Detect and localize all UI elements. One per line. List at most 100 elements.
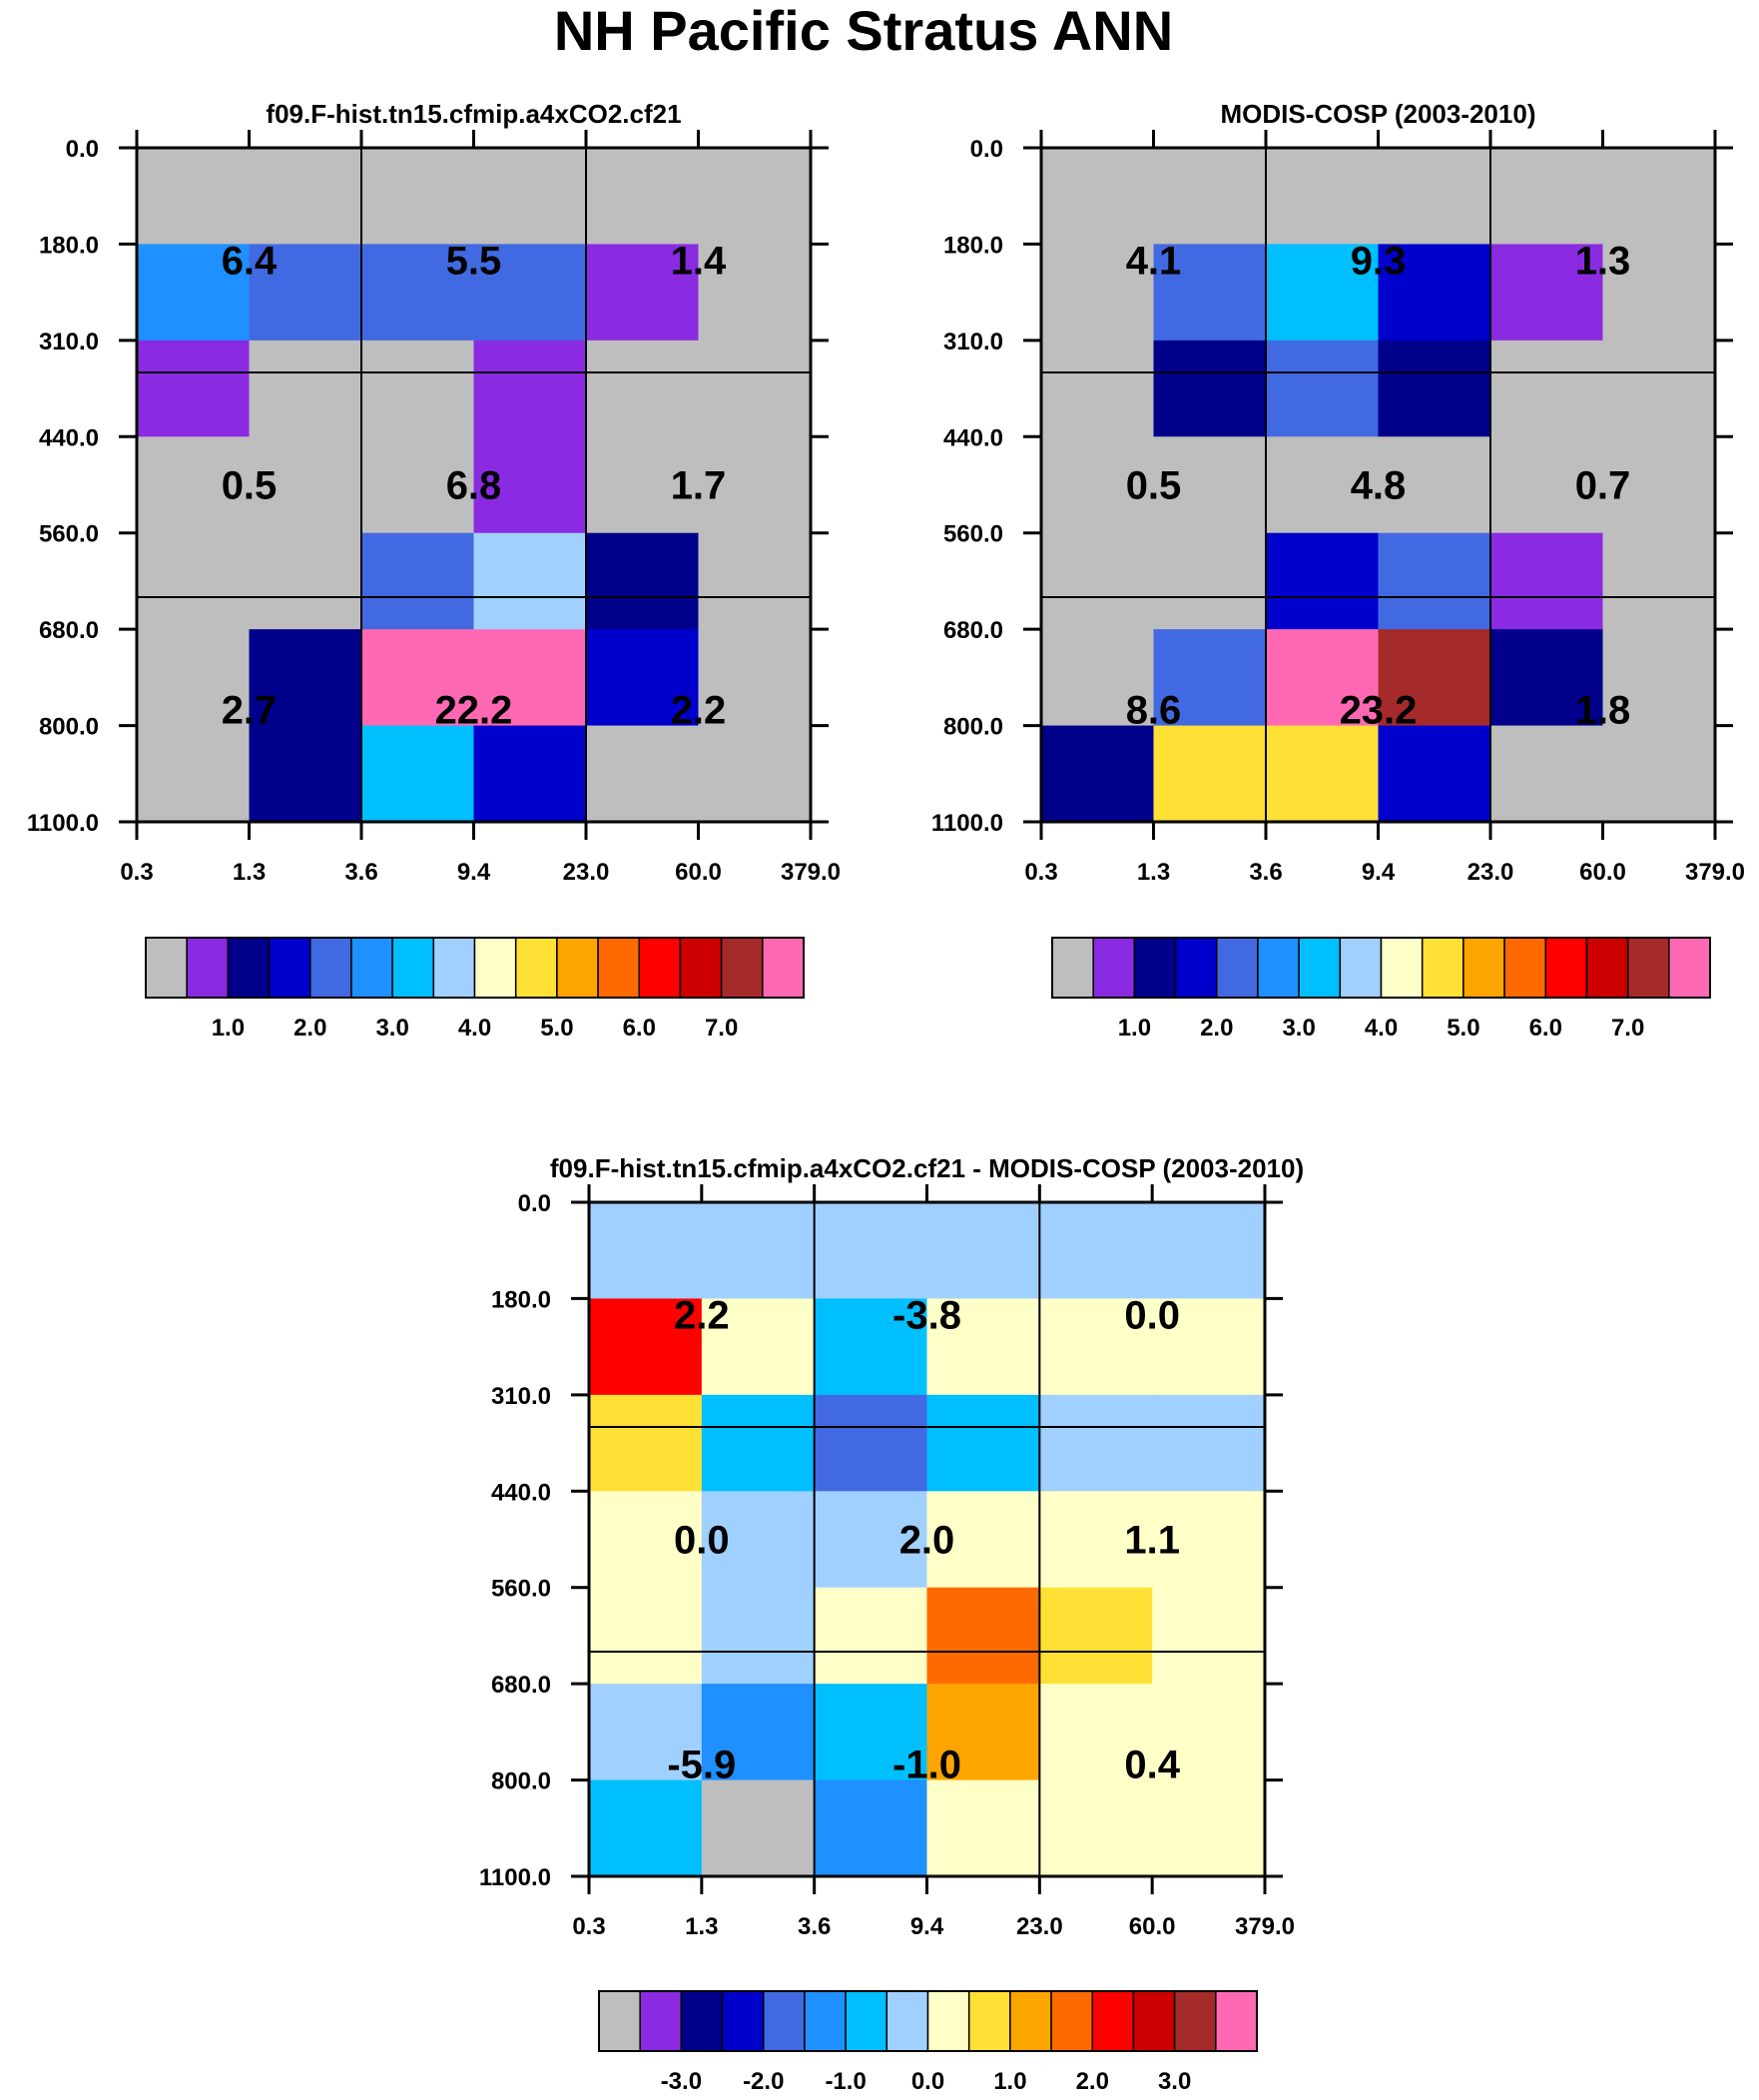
heatmap-cell — [589, 1202, 703, 1300]
colorbar-swatch — [1421, 937, 1465, 999]
heatmap-cell — [473, 148, 587, 246]
colorbar-label: -1.0 — [825, 2068, 866, 2095]
heatmap-cell — [814, 1298, 928, 1396]
box-value-label: 22.2 — [435, 689, 513, 733]
box-value-label: 1.8 — [1575, 689, 1631, 733]
heatmap-cell — [1266, 436, 1380, 534]
colorbar-swatch — [1133, 937, 1177, 999]
heatmap-cell — [1152, 1779, 1266, 1877]
box-value-label: 0.5 — [1126, 464, 1182, 508]
box-value-label: 6.8 — [446, 464, 502, 508]
heatmap-cell — [1490, 725, 1604, 823]
heatmap-cell — [926, 1684, 1040, 1781]
heatmap-cell — [1266, 629, 1380, 727]
y-tick-label: 560.0 — [491, 1576, 551, 1603]
colorbar-label: 4.0 — [458, 1015, 491, 1042]
x-tick-label: 23.0 — [563, 859, 610, 886]
colorbar-swatch — [309, 937, 352, 999]
box-value-label: 0.0 — [674, 1519, 730, 1563]
heatmap-cell — [698, 532, 812, 630]
colorbar-swatch — [1092, 937, 1136, 999]
y-tick-label: 560.0 — [39, 521, 99, 548]
colorbar-swatch — [268, 937, 311, 999]
colorbar-swatch — [186, 937, 230, 999]
box-value-label: 0.7 — [1575, 464, 1631, 508]
heatmap-cell — [701, 1587, 816, 1685]
heatmap-cell — [249, 340, 362, 437]
heatmap-cell — [701, 1202, 816, 1300]
box-value-label: 23.2 — [1340, 689, 1418, 733]
x-tick-label: 3.6 — [1249, 859, 1282, 886]
y-tick-label: 440.0 — [943, 424, 1003, 451]
colorbar-swatch — [1503, 937, 1546, 999]
heatmap-cell — [1490, 532, 1604, 630]
y-tick-label: 680.0 — [491, 1672, 551, 1699]
colorbar-swatch — [1463, 937, 1505, 999]
box-value-label: 1.7 — [671, 464, 727, 508]
colorbar-swatch — [514, 937, 558, 999]
heatmap-cell — [137, 629, 251, 727]
x-tick-label: 379.0 — [1235, 1913, 1295, 1940]
y-tick-label: 0.0 — [970, 136, 1003, 163]
colorbar-swatch — [1257, 937, 1300, 999]
colorbar-label: 6.0 — [1529, 1015, 1562, 1042]
colorbar-swatch — [1009, 1990, 1052, 2052]
y-tick-label: 0.0 — [66, 136, 99, 163]
colorbar-label: 5.0 — [1447, 1015, 1479, 1042]
colorbar-label: 2.0 — [1200, 1015, 1233, 1042]
heatmap-cell — [814, 1684, 928, 1781]
colorbar-swatch — [639, 1990, 683, 2052]
heatmap-cell — [1041, 725, 1155, 823]
heatmap-cell — [1378, 436, 1491, 534]
box-value-label: 4.8 — [1351, 464, 1407, 508]
colorbar-swatch — [1380, 937, 1424, 999]
heatmap-cell — [473, 629, 587, 727]
x-tick-label: 0.3 — [572, 1913, 605, 1940]
heatmap-cell — [1153, 244, 1267, 342]
box-value-label: 0.4 — [1124, 1744, 1180, 1787]
colorbar-frame — [598, 1990, 1258, 2052]
y-tick-label: 800.0 — [943, 714, 1003, 741]
x-tick-label: 0.3 — [120, 859, 153, 886]
heatmap-cell — [1490, 436, 1604, 534]
heatmap-cell — [698, 629, 812, 727]
heatmap-cell — [137, 340, 251, 437]
heatmap-cell — [926, 1587, 1040, 1685]
colorbar-label: 0.0 — [911, 2068, 944, 2095]
colorbar-swatch — [762, 937, 805, 999]
panel-title: f09.F-hist.tn15.cfmip.a4xCO2.cf21 - MODI… — [550, 1153, 1304, 1183]
heatmap-cell — [137, 436, 251, 534]
colorbar-swatch — [391, 937, 435, 999]
heatmap-cell — [926, 1298, 1040, 1396]
heatmap-cell — [473, 340, 587, 437]
colorbar-label: 5.0 — [540, 1015, 573, 1042]
y-tick-label: 1100.0 — [931, 810, 1003, 837]
heatmap-cell — [1490, 340, 1604, 437]
heatmap-cell — [589, 1684, 703, 1781]
heatmap-cell — [586, 244, 700, 342]
box-value-label: 1.4 — [671, 240, 727, 284]
heatmap-cell — [814, 1587, 928, 1685]
heatmap-cell — [1490, 244, 1604, 342]
y-tick-label: 680.0 — [39, 617, 99, 644]
heatmap-cell — [1602, 725, 1716, 823]
heatmap-cell — [1039, 1684, 1153, 1781]
x-tick-label: 60.0 — [1129, 1913, 1176, 1940]
colorbar-swatch — [1339, 937, 1383, 999]
heatmap-cell — [473, 436, 587, 534]
box-value-label: 2.2 — [674, 1294, 730, 1338]
colorbar-swatch — [1174, 937, 1218, 999]
heatmap-cell — [1153, 629, 1267, 727]
y-tick-label: 310.0 — [943, 329, 1003, 355]
box-value-label: 2.2 — [671, 689, 727, 733]
heatmap-cell — [1378, 725, 1491, 823]
colorbar-swatch — [845, 1990, 888, 2052]
heatmap-cell — [361, 532, 475, 630]
y-tick-label: 800.0 — [491, 1768, 551, 1795]
colorbar-label: 7.0 — [705, 1015, 738, 1042]
heatmap-cell — [473, 725, 587, 823]
x-tick-label: 1.3 — [1137, 859, 1170, 886]
heatmap-cell — [1152, 1298, 1266, 1396]
heatmap-cell — [137, 532, 251, 630]
box-value-label: 4.1 — [1126, 240, 1182, 284]
